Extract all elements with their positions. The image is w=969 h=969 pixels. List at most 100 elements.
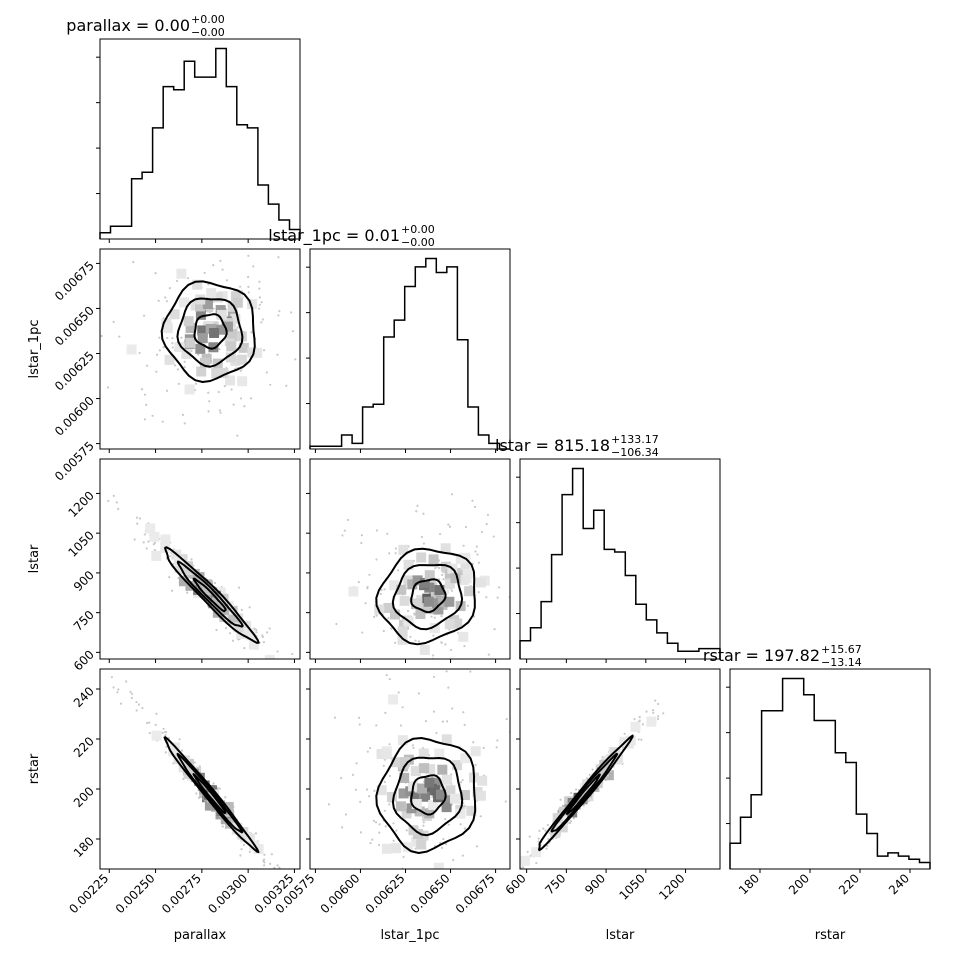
sample-point [388, 743, 391, 746]
sample-point [486, 513, 490, 517]
sample-point [395, 829, 398, 832]
sample-point [375, 529, 379, 532]
sample-point [239, 285, 242, 288]
density-cell [630, 721, 641, 732]
sample-point [528, 835, 531, 838]
sample-point [270, 876, 272, 878]
contour-level-1 [410, 578, 447, 614]
sample-point [278, 310, 281, 313]
density-cell [151, 730, 162, 741]
density-cell [398, 544, 409, 555]
histogram-bin [688, 651, 699, 659]
sample-point [267, 670, 269, 672]
sample-point [466, 698, 468, 700]
sample-point [372, 615, 376, 618]
sample-point [291, 330, 295, 333]
sample-point [388, 678, 391, 681]
sample-point [143, 533, 146, 536]
sample-point [572, 817, 575, 820]
sample-point [377, 843, 381, 847]
sample-point [195, 792, 198, 795]
sample-point [162, 346, 165, 349]
density-cell [264, 654, 275, 659]
sample-point [569, 820, 573, 823]
y-tick-label: 1050 [65, 528, 96, 559]
sample-point [536, 819, 538, 821]
sample-point [110, 676, 113, 679]
density-cell [603, 770, 614, 781]
sample-point [584, 648, 586, 650]
sample-point [372, 819, 375, 822]
sample-point [582, 804, 585, 807]
density-cell [176, 268, 187, 279]
sample-point [515, 869, 517, 871]
sample-point [194, 382, 198, 385]
sample-point [424, 688, 426, 690]
sample-point [473, 505, 477, 508]
sample-point [218, 348, 221, 351]
sample-point [138, 517, 142, 520]
sample-point [477, 561, 480, 564]
sample-point [469, 684, 471, 686]
sample-point [464, 525, 468, 529]
x-tick-label: 0.00300 [205, 871, 250, 916]
density-cell [195, 301, 206, 312]
histogram-bin [132, 179, 143, 239]
sample-point [145, 547, 148, 550]
sample-point [534, 774, 536, 776]
y-tick-label: 0.00675 [52, 258, 97, 303]
sample-point [100, 334, 103, 338]
y-tick-label: 220 [71, 734, 97, 760]
histogram-bin [825, 720, 836, 869]
sample-point [239, 369, 242, 372]
sample-point [117, 507, 120, 511]
sample-point [267, 664, 269, 666]
density-cell [424, 777, 435, 788]
sample-point [422, 512, 425, 515]
sample-point [420, 535, 424, 539]
sample-point [358, 716, 361, 719]
sample-point [397, 691, 400, 694]
histogram-bin [531, 628, 542, 659]
sample-point [342, 964, 344, 966]
histogram-bin [468, 407, 479, 449]
sample-point [475, 545, 478, 548]
sample-point [412, 746, 415, 750]
sample-point [151, 414, 154, 417]
panel-frame [99, 38, 301, 240]
sample-point [276, 650, 279, 653]
sample-point [499, 889, 501, 891]
sample-point [392, 839, 395, 842]
sample-point [443, 818, 447, 821]
sample-point [440, 846, 444, 849]
sample-point [641, 723, 645, 726]
sample-point [512, 582, 514, 584]
sample-point [452, 859, 455, 862]
histogram-bin [814, 720, 825, 869]
sample-point [236, 326, 239, 329]
x-tick-label: 750 [542, 871, 568, 897]
histogram-bin [478, 435, 489, 449]
density-cell [419, 577, 430, 588]
sample-point [656, 717, 660, 720]
density-cell [453, 567, 464, 578]
sample-point [168, 287, 171, 290]
density-cell [397, 735, 408, 746]
sample-point [228, 632, 232, 635]
density-cell [445, 785, 456, 796]
contour-level-3 [164, 546, 260, 644]
sample-point [177, 382, 180, 385]
density-cell [195, 309, 206, 320]
sample-point [383, 588, 386, 591]
sample-point [450, 589, 454, 592]
x-tick-label: 1050 [616, 871, 647, 902]
density-cell [449, 793, 460, 804]
density-cell [376, 659, 386, 669]
sample-point [463, 723, 466, 726]
density-cell [185, 323, 196, 334]
sample-point [93, 380, 95, 382]
contour-level-1 [565, 773, 601, 815]
contour-level-2 [391, 756, 464, 837]
density-cell [215, 324, 226, 335]
